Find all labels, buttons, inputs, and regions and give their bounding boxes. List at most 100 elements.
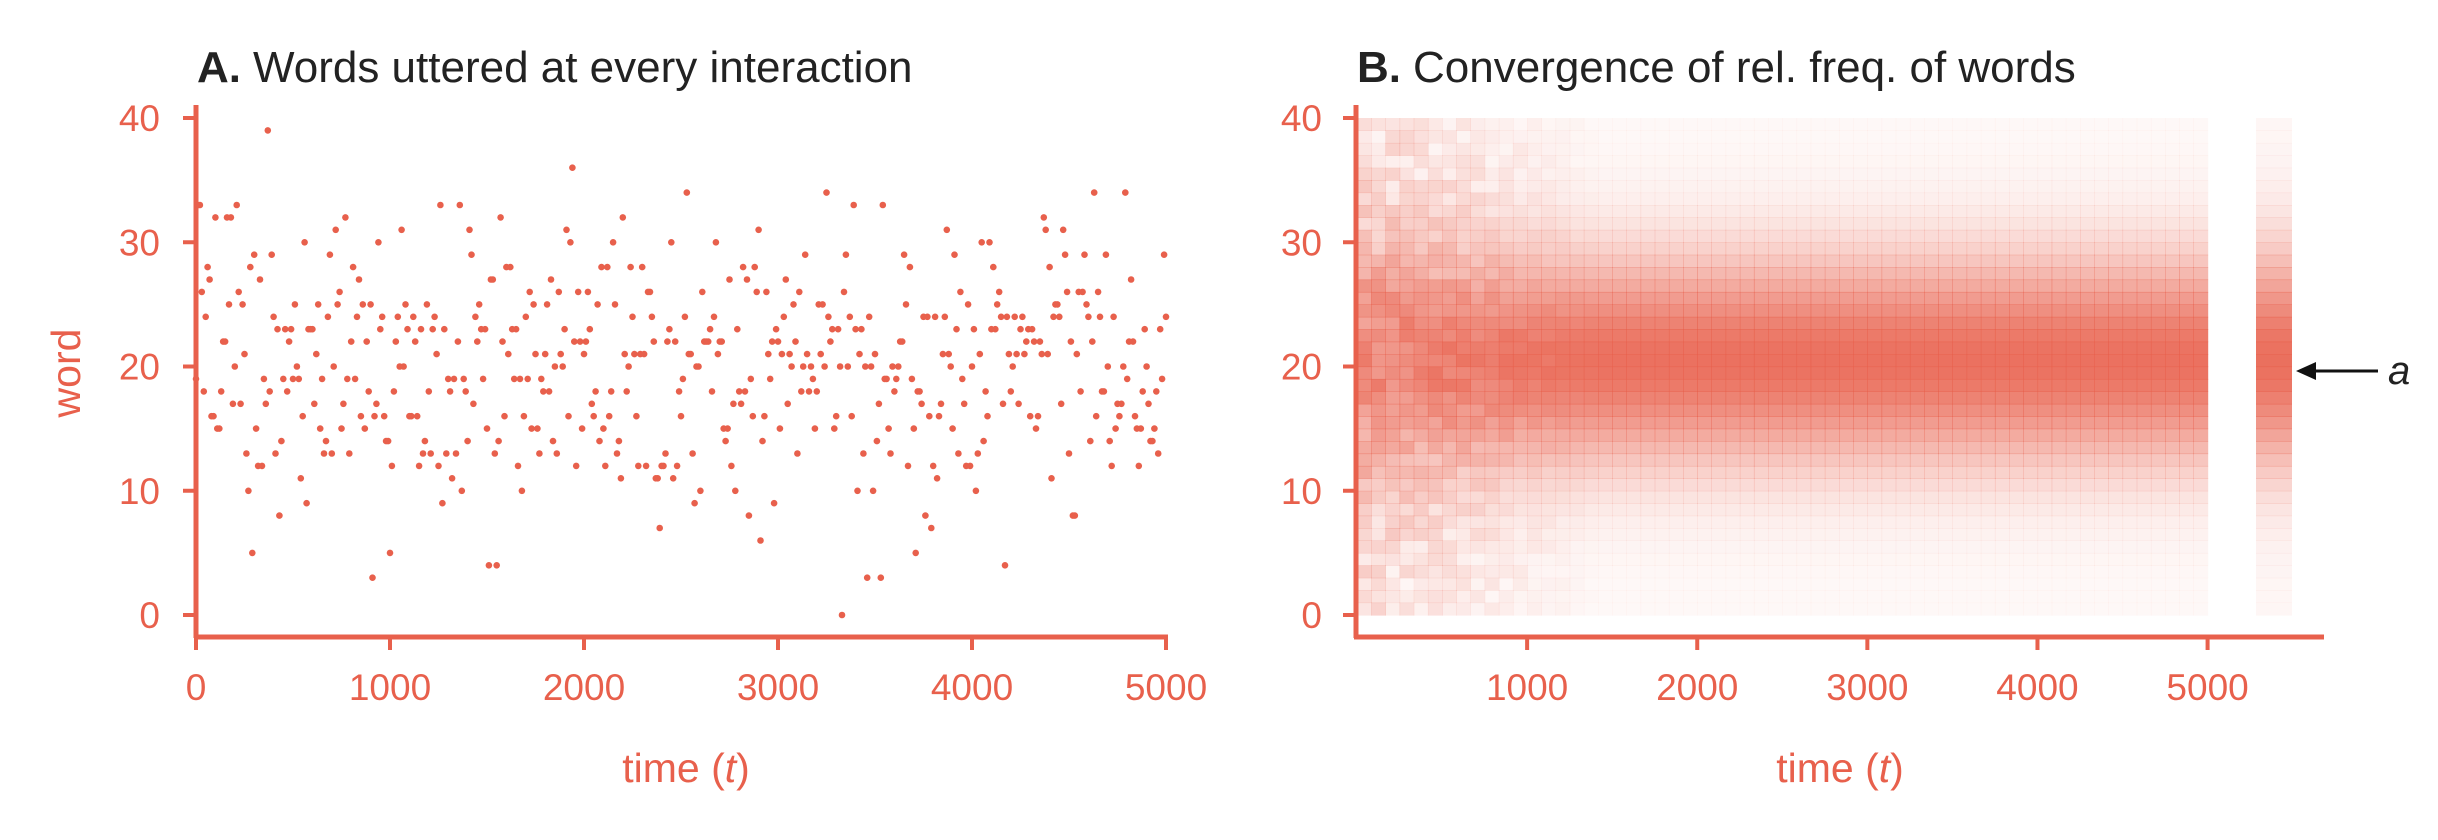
heatmap-cell bbox=[1725, 528, 1741, 541]
heatmap-cell bbox=[2080, 329, 2095, 343]
heatmap-cell bbox=[1938, 416, 1953, 430]
heatmap-cell bbox=[2108, 341, 2124, 355]
heatmap-cell bbox=[1725, 192, 1741, 206]
heatmap-cell bbox=[1668, 180, 1684, 194]
heatmap-cell bbox=[1938, 167, 1953, 181]
heatmap-cell bbox=[1839, 354, 1854, 368]
heatmap-cell bbox=[2150, 403, 2166, 417]
heatmap-cell bbox=[1966, 354, 1982, 368]
heatmap-cell bbox=[1839, 416, 1854, 430]
heatmap-cell bbox=[1612, 577, 1627, 591]
scatter-point bbox=[759, 437, 766, 445]
heatmap-cell bbox=[1753, 316, 1769, 330]
scatter-point bbox=[569, 164, 576, 171]
heatmap-cell bbox=[1371, 229, 1386, 243]
heatmap-cell bbox=[1966, 590, 1982, 604]
heatmap-cell bbox=[1994, 490, 2010, 504]
scatter-point bbox=[444, 375, 452, 383]
heatmap-cell bbox=[1697, 130, 1712, 144]
heatmap-cell bbox=[1456, 291, 1471, 305]
heatmap-cell bbox=[1924, 180, 1939, 194]
heatmap-cell bbox=[2108, 267, 2124, 281]
heatmap-cell bbox=[2037, 242, 2053, 256]
heatmap-cell bbox=[1938, 577, 1953, 591]
heatmap-cell bbox=[1753, 205, 1769, 218]
heatmap-cell bbox=[1711, 590, 1727, 604]
heatmap-cell bbox=[1796, 478, 1812, 492]
heatmap-cell bbox=[2094, 441, 2109, 455]
heatmap-cell bbox=[1399, 478, 1415, 492]
heatmap-cell bbox=[1739, 180, 1755, 194]
heatmap-cell bbox=[2122, 304, 2138, 318]
scatter-point bbox=[710, 313, 718, 321]
scatter-point bbox=[586, 325, 594, 333]
heatmap-cell bbox=[2193, 242, 2209, 256]
heatmap-cell bbox=[1938, 378, 1953, 392]
heatmap-cell bbox=[2080, 552, 2095, 566]
scatter-point bbox=[540, 388, 547, 395]
heatmap-cell bbox=[1456, 242, 1471, 256]
heatmap-cell bbox=[1598, 155, 1613, 169]
heatmap-cell bbox=[1498, 205, 1514, 218]
scatter-point bbox=[475, 301, 483, 308]
scatter-point bbox=[1081, 251, 1088, 258]
scatter-point bbox=[481, 325, 489, 333]
heatmap-cell bbox=[1867, 267, 1883, 281]
heatmap-cell bbox=[1598, 528, 1613, 541]
heatmap-cell bbox=[1583, 316, 1599, 330]
heatmap-cell bbox=[1796, 453, 1812, 467]
scatter-point bbox=[423, 301, 431, 308]
heatmap-cell bbox=[1853, 503, 1868, 517]
heatmap-cell bbox=[1895, 341, 1911, 355]
heatmap-cell bbox=[1640, 565, 1656, 579]
heatmap-cell bbox=[1782, 552, 1798, 566]
heatmap-cell bbox=[1768, 304, 1783, 318]
scatter-point bbox=[910, 425, 918, 432]
heatmap-cell bbox=[1541, 503, 1557, 517]
scatter-point bbox=[289, 375, 297, 383]
heatmap-cell bbox=[1895, 279, 1911, 293]
scatter-point bbox=[565, 412, 572, 420]
heatmap-cell bbox=[1385, 490, 1401, 504]
heatmap-cell bbox=[2094, 478, 2109, 492]
heatmap-cell bbox=[2179, 217, 2194, 231]
heatmap-cell bbox=[1881, 229, 1897, 243]
heatmap-cell bbox=[2179, 441, 2194, 455]
heatmap-cell bbox=[2009, 515, 2024, 529]
scatter-point bbox=[538, 375, 545, 383]
reference-cell bbox=[2256, 416, 2292, 430]
scatter-point bbox=[1090, 189, 1098, 196]
heatmap-cell bbox=[2165, 118, 2180, 131]
scatter-point bbox=[1017, 325, 1024, 333]
heatmap-cell bbox=[1385, 316, 1401, 330]
heatmap-cell bbox=[2108, 155, 2124, 169]
scatter-point bbox=[553, 450, 561, 457]
heatmap-cell bbox=[1569, 130, 1585, 144]
heatmap-cell bbox=[1357, 552, 1372, 566]
heatmap-cell bbox=[1569, 155, 1585, 169]
heatmap-cell bbox=[1895, 229, 1911, 243]
heatmap-cell bbox=[2193, 142, 2209, 156]
heatmap-cell bbox=[2051, 205, 2067, 218]
heatmap-cell bbox=[1555, 130, 1571, 144]
scatter-point bbox=[359, 301, 367, 308]
heatmap-cell bbox=[1569, 341, 1585, 355]
heatmap-cell bbox=[2179, 205, 2194, 218]
heatmap-cell bbox=[1867, 378, 1883, 392]
heatmap-cell bbox=[1909, 391, 1925, 405]
heatmap-cell bbox=[2108, 329, 2124, 343]
heatmap-cell bbox=[1598, 254, 1613, 268]
heatmap-cell bbox=[1796, 403, 1812, 417]
heatmap-cell bbox=[1512, 316, 1528, 330]
heatmap-cell bbox=[1782, 515, 1798, 529]
scatter-point bbox=[615, 437, 623, 445]
heatmap-cell bbox=[1810, 118, 1826, 131]
heatmap-cell bbox=[1612, 267, 1627, 281]
scatter-point bbox=[1028, 325, 1036, 333]
heatmap-cell bbox=[1697, 217, 1712, 231]
heatmap-cell bbox=[1583, 366, 1599, 380]
scatter-point bbox=[233, 201, 240, 209]
heatmap-cell bbox=[1994, 242, 2010, 256]
heatmap-cell bbox=[2065, 217, 2081, 231]
heatmap-cell bbox=[1371, 441, 1386, 455]
